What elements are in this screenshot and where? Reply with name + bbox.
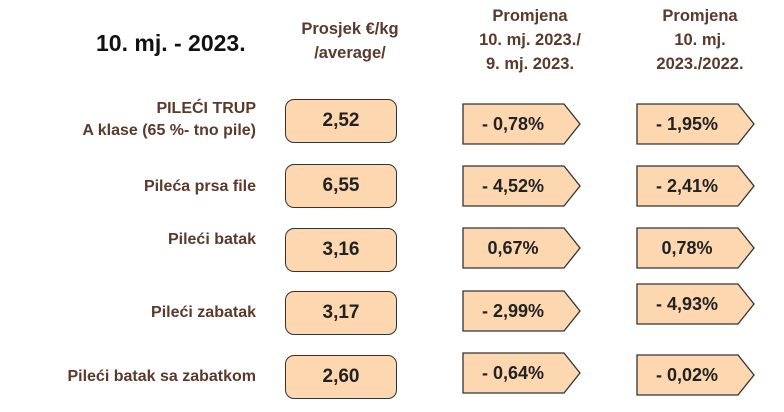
change-month-tag: - 4,52%	[462, 165, 582, 207]
header-change-year-line-2: 10. mj.	[674, 31, 726, 49]
header-change-year-line-1: Promjena	[662, 7, 738, 25]
header-change-month-line-2: 10. mj. 2023./	[479, 31, 581, 49]
average-value-box: 2,60	[285, 355, 397, 399]
change-month-tag: 0,67%	[462, 227, 582, 269]
change-year-tag: - 2,41%	[636, 165, 756, 207]
change-year-value: - 1,95%	[655, 113, 719, 134]
arrow-tag-shape	[636, 227, 755, 269]
row-label-breast-fillet: Pileća prsa file	[144, 176, 256, 198]
change-month-value: - 0,78%	[481, 113, 545, 134]
header-change-year-line-3: 2023./2022.	[656, 55, 744, 73]
row-label-line-1: Pileći batak	[167, 231, 256, 248]
header-change-month-line-3: 9. mj. 2023.	[485, 55, 575, 73]
change-month-value: - 2,99%	[481, 300, 545, 321]
average-value-box: 3,17	[285, 291, 397, 335]
header-change-month: Promjena 10. mj. 2023./ 9. mj. 2023.	[455, 4, 605, 76]
row-label-drumstick: Pileći batak	[168, 229, 256, 251]
arrow-tag-shape	[462, 103, 581, 145]
arrow-tag-shape	[636, 103, 755, 145]
change-year-value: 0,78%	[661, 237, 713, 258]
arrow-tag-shape	[636, 354, 755, 396]
change-month-value: - 0,64%	[481, 362, 545, 383]
average-value-box: 2,52	[285, 99, 397, 143]
change-year-value: - 2,41%	[655, 175, 719, 196]
arrow-tag-shape	[462, 290, 581, 332]
average-value-box: 6,55	[285, 164, 397, 208]
arrow-tag-shape	[636, 165, 755, 207]
change-month-tag: - 0,78%	[462, 103, 582, 145]
change-month-value: 0,67%	[487, 237, 539, 258]
change-month-tag: - 0,64%	[462, 352, 582, 394]
arrow-tag-shape	[462, 352, 581, 394]
change-year-value: - 4,93%	[655, 293, 719, 314]
row-label-thigh: Pileći zabatak	[151, 302, 256, 324]
row-label-whole-chicken: PILEĆI TRUP A klase (65 %- tno pile)	[82, 98, 256, 142]
row-label-leg-quarter: Pileći batak sa zabatkom	[67, 366, 256, 388]
arrow-tag-shape	[636, 283, 755, 325]
change-month-tag: - 2,99%	[462, 290, 582, 332]
header-change-month-line-1: Promjena	[492, 7, 568, 25]
change-year-tag: 0,78%	[636, 227, 756, 269]
average-value-box: 3,16	[285, 228, 397, 272]
header-average-line-1: Prosjek €/kg	[301, 20, 399, 38]
row-label-line-1: PILEĆI TRUP	[156, 100, 256, 117]
header-change-year: Promjena 10. mj. 2023./2022.	[630, 4, 770, 76]
header-average: Prosjek €/kg /average/	[280, 17, 420, 65]
change-year-value: - 0,02%	[655, 364, 719, 385]
header-average-line-2: /average/	[314, 44, 386, 62]
arrow-tag-shape	[462, 227, 581, 269]
row-label-line-2: A klase (65 %- tno pile)	[82, 122, 256, 139]
row-label-line-1: Pileći batak sa zabatkom	[67, 368, 256, 385]
page-title: 10. mj. - 2023.	[96, 30, 246, 56]
row-label-line-1: Pileći zabatak	[151, 304, 256, 321]
change-month-value: - 4,52%	[481, 175, 545, 196]
change-year-tag: - 4,93%	[636, 283, 756, 325]
change-year-tag: - 0,02%	[636, 354, 756, 396]
row-label-line-1: Pileća prsa file	[143, 178, 256, 195]
change-year-tag: - 1,95%	[636, 103, 756, 145]
arrow-tag-shape	[462, 165, 581, 207]
